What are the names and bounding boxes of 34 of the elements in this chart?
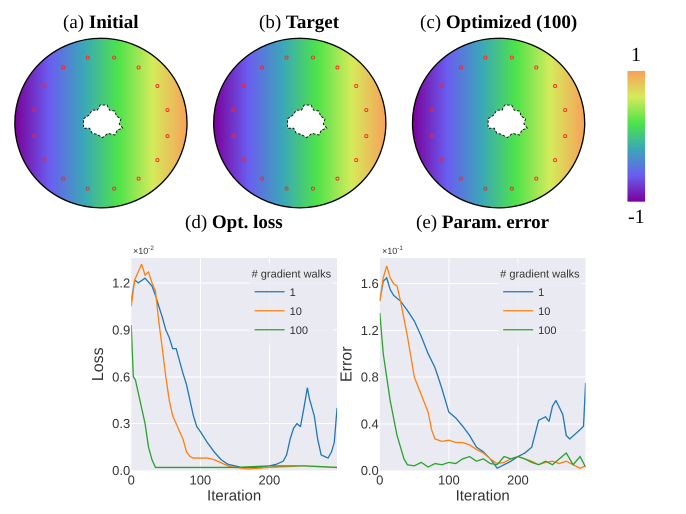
y-axis-title: Error [338, 346, 356, 382]
text: ×10$^{-1}$ [382, 245, 404, 256]
x-axis-title: Iteration [456, 488, 510, 505]
x-tick-label: 100 [438, 472, 460, 488]
legend-label: 10 [538, 306, 550, 318]
legend-title: # gradient walks [500, 268, 580, 280]
y-tick-label: 0.4 [360, 416, 379, 432]
legend-label: 10 [290, 306, 302, 318]
text: 1 [631, 44, 641, 66]
y-axis-title: Loss [90, 347, 108, 382]
legend-label: 1 [290, 287, 296, 300]
y-tick-label: 1.2 [112, 275, 130, 290]
text: -1 [628, 206, 645, 228]
x-tick-label: 100 [189, 472, 212, 488]
legend-label: 1 [538, 287, 544, 300]
y-tick-label: 1.6 [360, 276, 379, 292]
legend-label: 100 [290, 325, 308, 338]
text: ×10$^{-2}$ [133, 245, 154, 256]
y-tick-label: 1.2 [360, 322, 379, 338]
x-tick-label: 200 [258, 472, 280, 488]
text: (c) Optimized (100) [420, 12, 578, 33]
x-axis-title: Iteration [207, 488, 262, 505]
y-tick-label: 0.8 [360, 370, 379, 385]
y-tick-label: 0.6 [112, 369, 130, 384]
chart-title: (e) Param. error [416, 212, 550, 233]
chart-title: (d) Opt. loss [185, 212, 283, 233]
y-tick-label: 0.3 [112, 416, 130, 432]
text: (a) Initial [63, 12, 138, 33]
line-series [131, 324, 338, 468]
text: (b) Target [259, 12, 340, 33]
legend-label: 100 [538, 325, 557, 338]
x-tick-label: 200 [507, 472, 529, 488]
legend-title: # gradient walks [252, 268, 332, 280]
y-tick-label: 0.9 [112, 322, 130, 338]
